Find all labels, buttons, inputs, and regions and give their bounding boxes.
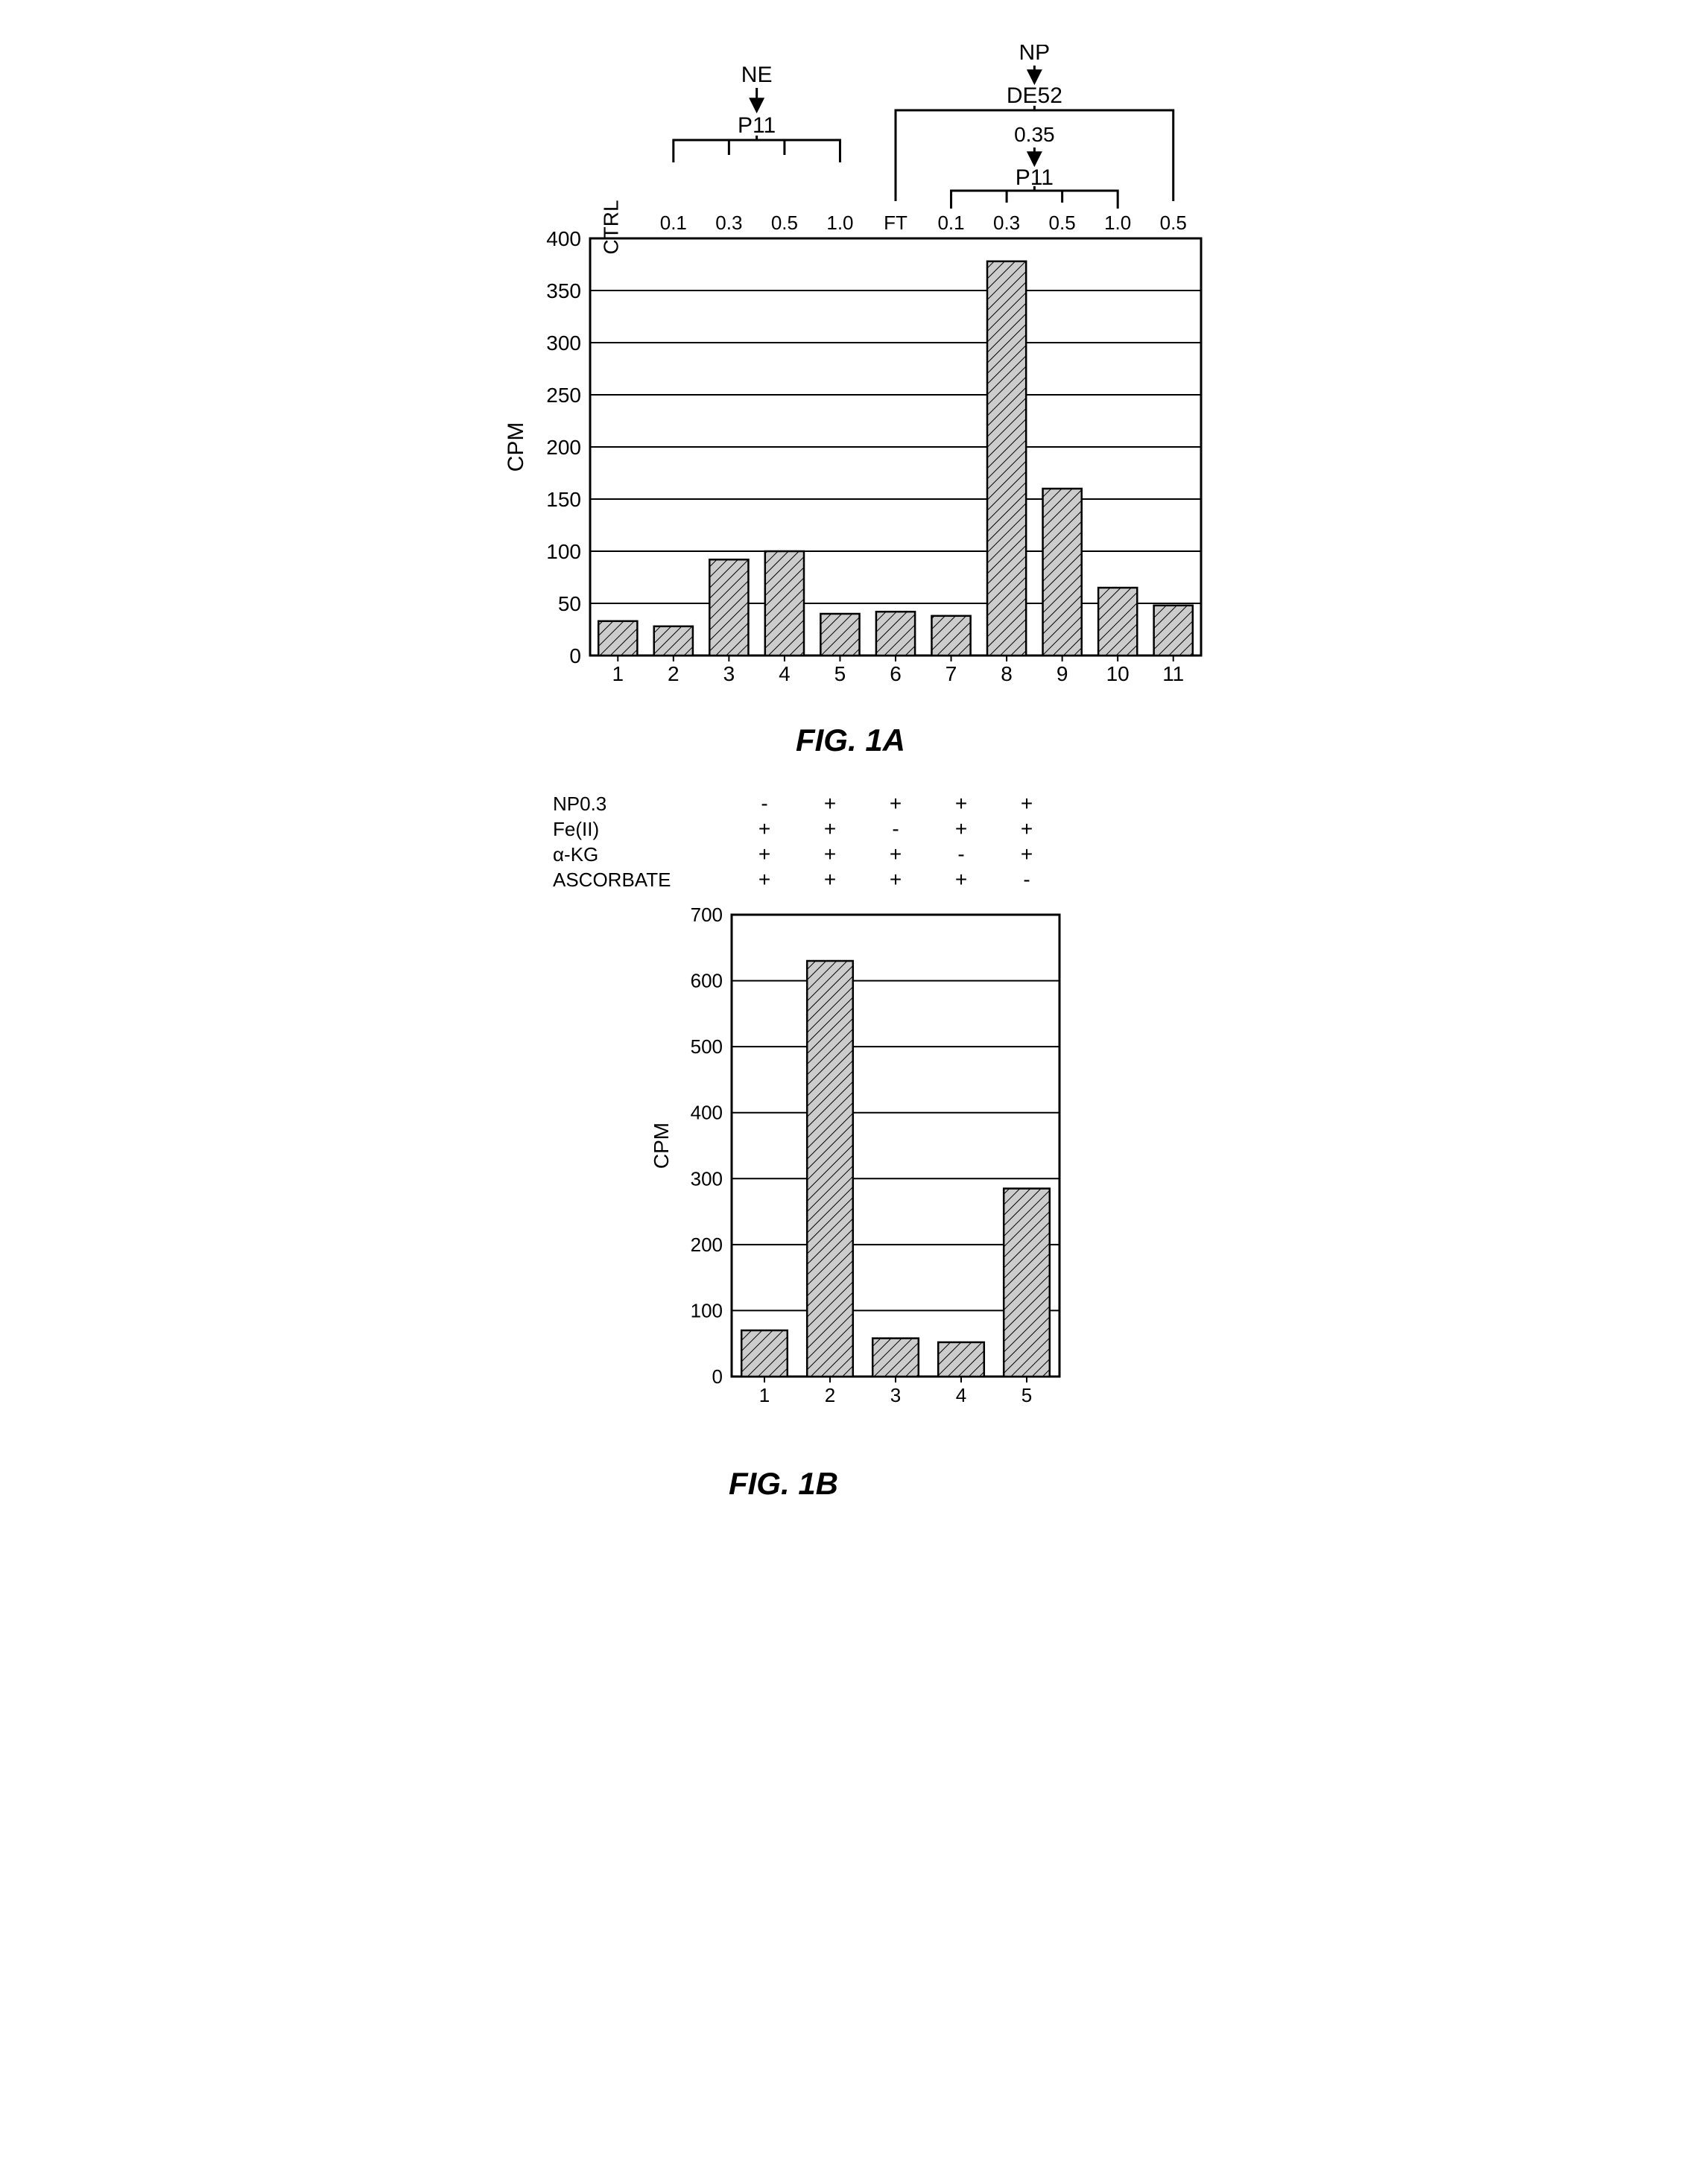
chart-1b-svg: NP0.3-++++Fe(II)++-++α-KG+++-+ASCORBATE+…: [545, 788, 1156, 1458]
svg-text:0.35: 0.35: [1014, 123, 1055, 146]
svg-text:0.3: 0.3: [715, 212, 742, 234]
svg-text:1.0: 1.0: [1104, 212, 1131, 234]
svg-text:250: 250: [546, 384, 581, 407]
svg-text:6: 6: [890, 662, 902, 685]
svg-text:500: 500: [690, 1035, 722, 1058]
svg-text:-: -: [892, 817, 899, 840]
bar: [653, 626, 692, 655]
svg-text:10: 10: [1106, 662, 1129, 685]
svg-text:FT: FT: [884, 212, 907, 234]
svg-text:150: 150: [546, 488, 581, 511]
svg-text:4: 4: [955, 1384, 966, 1406]
svg-text:200: 200: [690, 1234, 722, 1256]
svg-text:2: 2: [668, 662, 680, 685]
chart-1a-svg: CTRLNEP110.10.30.51.0NPDE520.35P11FT0.10…: [441, 45, 1261, 715]
bar: [807, 961, 853, 1377]
bar: [987, 261, 1026, 655]
bar: [872, 1339, 919, 1377]
svg-text:0: 0: [712, 1365, 722, 1388]
bar: [931, 616, 970, 655]
svg-text:NE: NE: [741, 63, 772, 87]
bar: [764, 551, 803, 655]
svg-text:5: 5: [1021, 1384, 1031, 1406]
svg-text:100: 100: [546, 540, 581, 563]
svg-text:CPM: CPM: [504, 422, 528, 472]
svg-text:0.1: 0.1: [937, 212, 964, 234]
svg-text:CTRL: CTRL: [599, 200, 622, 254]
svg-text:0: 0: [569, 644, 581, 667]
svg-text:+: +: [823, 792, 835, 815]
svg-text:300: 300: [690, 1167, 722, 1190]
svg-text:5: 5: [834, 662, 846, 685]
figure-1a: CTRLNEP110.10.30.51.0NPDE520.35P11FT0.10…: [441, 45, 1261, 758]
svg-text:1.0: 1.0: [826, 212, 853, 234]
svg-text:-: -: [761, 792, 767, 815]
svg-text:7: 7: [945, 662, 957, 685]
svg-text:+: +: [1020, 842, 1032, 866]
svg-text:3: 3: [723, 662, 735, 685]
svg-text:3: 3: [890, 1384, 900, 1406]
svg-text:+: +: [758, 842, 770, 866]
svg-text:DE52: DE52: [1006, 83, 1062, 108]
svg-text:50: 50: [557, 592, 580, 615]
svg-text:+: +: [954, 868, 966, 891]
bar: [1098, 588, 1137, 655]
svg-text:400: 400: [690, 1102, 722, 1124]
bar: [709, 559, 748, 655]
svg-text:2: 2: [824, 1384, 834, 1406]
svg-text:11: 11: [1162, 662, 1184, 685]
svg-text:9: 9: [1056, 662, 1068, 685]
svg-text:400: 400: [546, 227, 581, 250]
svg-text:1: 1: [758, 1384, 769, 1406]
svg-text:200: 200: [546, 436, 581, 459]
fig1b-title: FIG. 1B: [545, 1466, 1022, 1502]
bar: [598, 621, 637, 655]
bar: [1042, 489, 1081, 655]
svg-text:+: +: [1020, 817, 1032, 840]
figure-1b: NP0.3-++++Fe(II)++-++α-KG+++-+ASCORBATE+…: [545, 788, 1261, 1502]
svg-text:+: +: [889, 868, 901, 891]
bar: [875, 612, 914, 655]
svg-text:α-KG: α-KG: [553, 843, 598, 866]
svg-text:0.5: 0.5: [770, 212, 797, 234]
svg-text:350: 350: [546, 279, 581, 302]
svg-text:+: +: [954, 817, 966, 840]
svg-text:0.1: 0.1: [659, 212, 686, 234]
svg-text:8: 8: [1001, 662, 1013, 685]
svg-text:+: +: [889, 792, 901, 815]
bar: [820, 614, 859, 655]
svg-text:-: -: [957, 842, 964, 866]
svg-text:NP: NP: [1019, 45, 1050, 65]
bar: [741, 1330, 788, 1377]
svg-text:+: +: [823, 868, 835, 891]
bar: [938, 1342, 984, 1377]
bar: [1004, 1189, 1050, 1377]
svg-text:+: +: [1020, 792, 1032, 815]
fig1a-title: FIG. 1A: [441, 723, 1261, 758]
svg-text:+: +: [758, 868, 770, 891]
svg-text:P11: P11: [738, 113, 776, 138]
svg-text:+: +: [954, 792, 966, 815]
svg-text:700: 700: [690, 904, 722, 926]
svg-text:+: +: [823, 842, 835, 866]
svg-text:-: -: [1023, 868, 1030, 891]
svg-text:300: 300: [546, 331, 581, 355]
svg-text:+: +: [758, 817, 770, 840]
svg-text:0.3: 0.3: [993, 212, 1020, 234]
svg-text:600: 600: [690, 970, 722, 992]
svg-text:+: +: [823, 817, 835, 840]
svg-text:+: +: [889, 842, 901, 866]
svg-text:0.5: 0.5: [1159, 212, 1186, 234]
svg-text:CPM: CPM: [650, 1123, 673, 1169]
svg-text:Fe(II): Fe(II): [553, 818, 599, 840]
svg-text:4: 4: [779, 662, 791, 685]
svg-text:1: 1: [612, 662, 624, 685]
svg-text:NP0.3: NP0.3: [553, 793, 606, 815]
svg-text:0.5: 0.5: [1048, 212, 1075, 234]
svg-text:ASCORBATE: ASCORBATE: [553, 869, 671, 891]
bar: [1153, 606, 1192, 655]
svg-text:100: 100: [690, 1299, 722, 1321]
